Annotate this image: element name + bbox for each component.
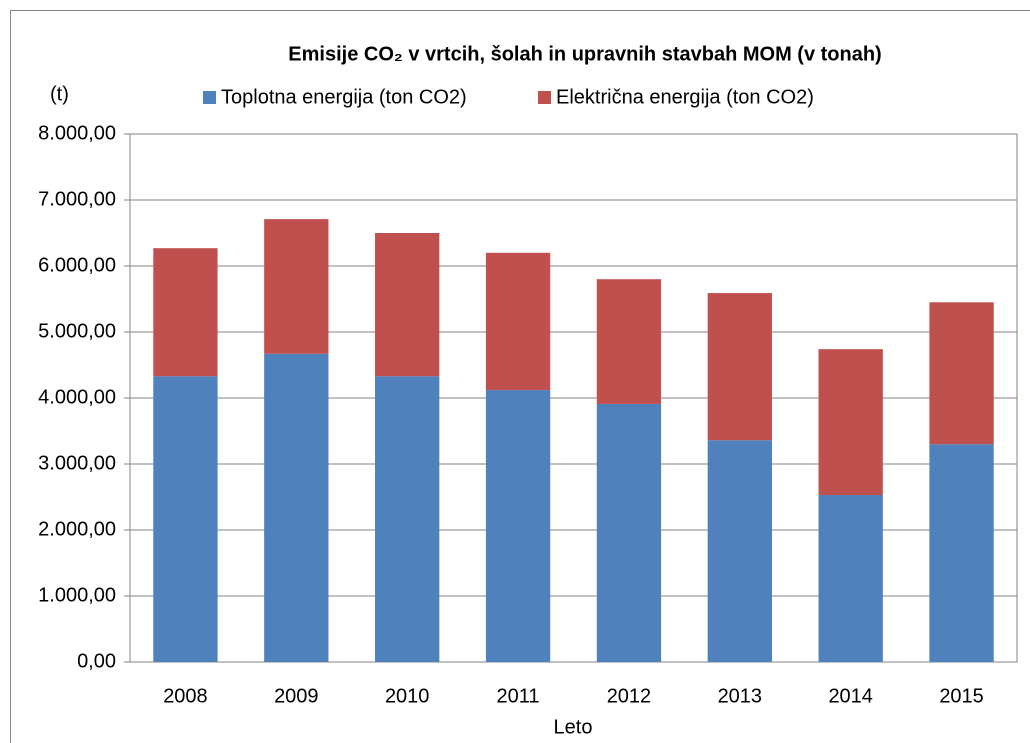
y-tick-label: 6.000,00 [38,254,116,276]
y-tick-label: 3.000,00 [38,452,116,474]
x-tick-label: 2010 [385,685,430,707]
bar-segment [596,279,662,404]
x-tick-label: 2008 [163,685,208,707]
y-tick-label: 5.000,00 [38,320,116,342]
y-tick-label: 8.000,00 [38,122,116,144]
x-tick-label: 2014 [828,685,873,707]
legend-swatch [538,91,551,104]
legend-swatch [203,91,216,104]
bar-segment [485,252,551,391]
bar-segment [485,390,551,662]
x-tick-label: 2013 [718,685,763,707]
bar-segment [929,444,994,662]
x-tick-label: 2009 [274,685,319,707]
bar-segment [596,403,662,662]
bar-segment [707,293,772,441]
legend-label: Električna energija (ton CO2) [556,86,814,108]
legend-label: Toplotna energija (ton CO2) [221,86,467,108]
bar-segment [375,233,440,377]
x-axis-label: Leto [554,716,593,738]
y-axis-label: (t) [50,83,69,105]
bar-segment [264,219,329,354]
y-tick-label: 0,00 [77,650,116,672]
bar-segment [929,302,994,445]
bar-segment [153,248,218,377]
y-tick-label: 1.000,00 [38,584,116,606]
bar-segment [264,353,329,662]
bar-segment [818,349,883,496]
x-tick-label: 2012 [607,685,652,707]
bar-segment [818,495,883,662]
chart-title: Emisije CO₂ v vrtcih, šolah in upravnih … [288,43,881,65]
x-tick-label: 2011 [497,685,540,707]
bar-segment [707,440,772,662]
y-tick-label: 7.000,00 [38,188,116,210]
x-tick-label: 2015 [939,685,984,707]
y-tick-label: 2.000,00 [38,518,116,540]
y-tick-label: 4.000,00 [38,386,116,408]
bar-segment [153,376,218,662]
bar-segment [375,376,440,662]
